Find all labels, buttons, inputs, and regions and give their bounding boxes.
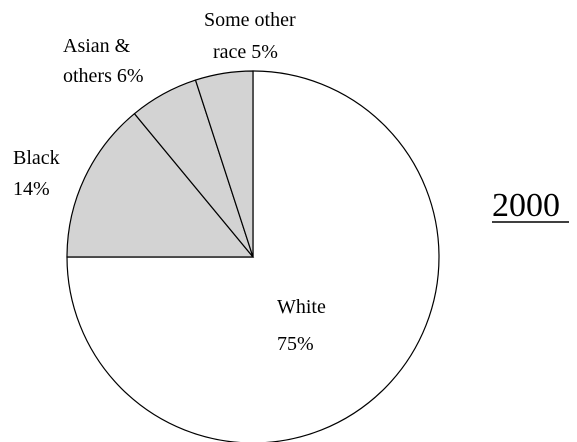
label-other-name-2: race (213, 41, 246, 63)
pie-slices (66, 70, 440, 442)
label-other: Some other (204, 9, 296, 31)
label-asian-name: Asian & (63, 35, 131, 57)
label-other-value: 5% (251, 41, 278, 63)
label-white-name: White (277, 296, 326, 318)
pie-slice-some-other-race (194, 70, 254, 258)
label-white: White (277, 296, 326, 318)
label-black-pct: 14% (13, 178, 50, 200)
label-asian-name-2: others (63, 65, 112, 87)
label-white-pct: 75% (277, 333, 314, 355)
label-other-name: Some other (204, 9, 296, 31)
label-white-value: 75% (277, 333, 314, 355)
pie-slice-black (66, 112, 255, 258)
label-asian-value: 6% (117, 65, 144, 87)
label-black: Black (13, 147, 60, 169)
label-black-value: 14% (13, 178, 50, 200)
label-black-name: Black (13, 147, 60, 169)
label-asian: Asian & (63, 35, 131, 57)
chart-title-year: 2000 (492, 187, 560, 224)
label-asian-pct: others 6% (63, 65, 144, 87)
label-other-pct: race 5% (213, 41, 278, 63)
